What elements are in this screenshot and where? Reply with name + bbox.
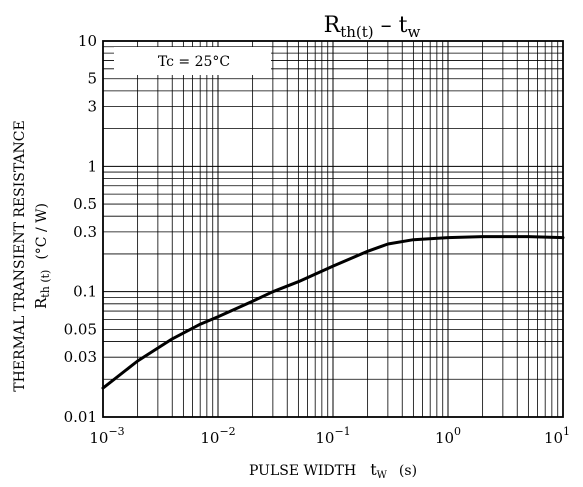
- y-tick-label: 0.1: [73, 283, 97, 301]
- y-label-r: R: [32, 297, 50, 309]
- title-t-sub: w: [408, 23, 421, 41]
- y-tick-label: 0.01: [64, 408, 97, 426]
- x-tick-labels: 10−3 10−2 10−1 100 101: [89, 425, 570, 447]
- x-tick-label: 10−2: [200, 425, 235, 447]
- y-tick-label: 0.5: [73, 195, 97, 213]
- x-tick-label: 100: [435, 425, 461, 447]
- x-label-t: t: [370, 460, 377, 479]
- chart-title: Rth(t) – tw: [324, 13, 421, 41]
- y-axis-label-line1: THERMAL TRANSIENT RESISTANCE: [12, 120, 28, 391]
- y-label-r-sub: th (t): [39, 270, 52, 298]
- x-axis-label: PULSE WIDTH tW (s): [249, 460, 417, 481]
- title-t: t: [399, 13, 408, 38]
- x-label-t-sub: W: [377, 470, 388, 481]
- y-tick-labels: 10 5 3 1 0.5 0.3 0.1 0.05 0.03 0.01: [64, 32, 97, 426]
- y-tick-label: 5: [87, 70, 97, 88]
- x-tick-label: 101: [544, 425, 570, 447]
- x-tick-label: 10−1: [315, 425, 350, 447]
- x-label-text: PULSE WIDTH: [249, 463, 356, 479]
- plot-frame: [102, 40, 564, 418]
- x-label-unit: (s): [399, 463, 417, 479]
- title-r-sub: th(t): [340, 23, 373, 41]
- y-tick-label: 0.05: [64, 320, 97, 338]
- y-tick-label: 10: [78, 32, 97, 50]
- annotation-text: Tc = 25°C: [158, 54, 230, 70]
- y-tick-label: 3: [87, 98, 97, 116]
- annotation-box: [114, 47, 271, 75]
- chart-grid: [103, 41, 563, 417]
- y-axis-label-line2: Rth (t) (°C / W): [32, 203, 52, 309]
- y-tick-label: 0.03: [64, 348, 97, 366]
- y-label-unit: (°C / W): [34, 203, 50, 260]
- y-tick-label: 1: [87, 157, 97, 175]
- y-tick-label: 0.3: [73, 223, 97, 241]
- x-tick-label: 10−3: [89, 425, 124, 447]
- title-sep: –: [374, 13, 399, 38]
- chart-marks: [101, 235, 565, 390]
- title-r: R: [324, 13, 342, 38]
- series-line: [101, 235, 565, 390]
